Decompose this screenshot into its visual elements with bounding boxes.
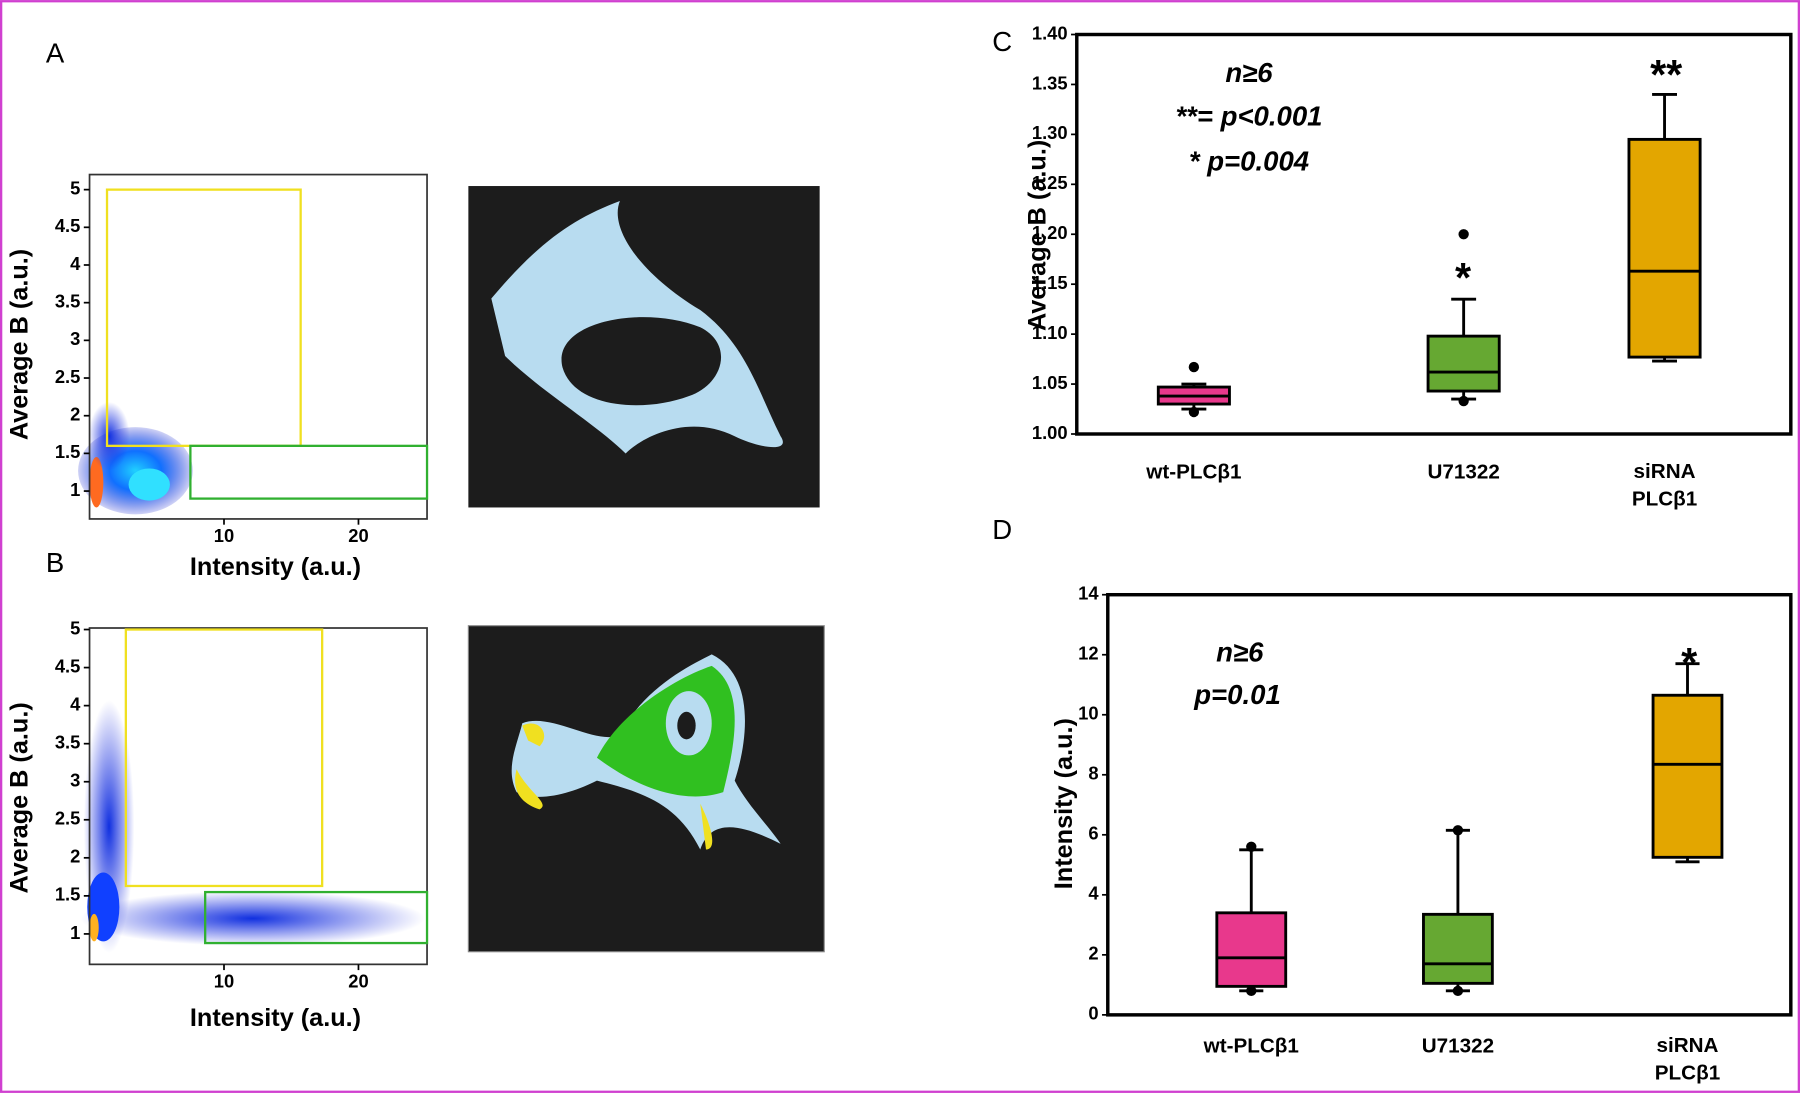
y-tick-label: 1.30 (1032, 122, 1068, 143)
x-tick-label: siRNA PLCβ1 (1655, 1034, 1720, 1085)
y-tick-label: 3 (70, 328, 80, 349)
panel-label: B (46, 547, 64, 578)
y-tick-label: 2 (70, 404, 80, 425)
outlier (1188, 406, 1200, 418)
y-tick-label: 10 (1078, 703, 1098, 724)
box (1426, 334, 1501, 393)
panel-label: D (992, 514, 1012, 545)
outlier (1246, 841, 1257, 852)
y-tick-label: 1.5 (55, 884, 81, 905)
y-tick-label: 12 (1078, 643, 1098, 664)
x-tick-label: siRNA PLCβ1 (1632, 460, 1697, 511)
plot-frame (88, 627, 428, 966)
x-tick-label: wt-PLCβ1 (1203, 1034, 1299, 1057)
annotation: n≥6 (1216, 637, 1264, 668)
annotation: * (1679, 640, 1697, 686)
box (1215, 911, 1288, 988)
y-tick-label: 1 (70, 479, 80, 500)
density-cloud (80, 700, 425, 953)
y-tick-label: 1.40 (1032, 22, 1068, 43)
x-tick-label: 10 (214, 971, 234, 992)
y-tick-label: 2.5 (55, 366, 81, 387)
outlier (1246, 985, 1257, 997)
x-tick-label: wt-PLCβ1 (1145, 460, 1241, 483)
cell-image (467, 625, 825, 953)
y-tick-label: 14 (1078, 583, 1099, 604)
annotation: **= p<0.001 (1175, 101, 1322, 132)
panel-label: C (992, 26, 1012, 57)
y-tick-label: 1.15 (1032, 272, 1068, 293)
outlier (1458, 395, 1469, 407)
outlier (1452, 985, 1464, 997)
y-tick-label: 3.5 (55, 291, 81, 312)
y-tick-label: 1.20 (1032, 222, 1068, 243)
y-axis-label: Average B (a.u.) (5, 249, 33, 440)
y-tick-label: 1 (70, 922, 80, 943)
box (1422, 912, 1494, 985)
box (1627, 137, 1702, 359)
gate (124, 628, 324, 888)
x-tick-label: U71322 (1422, 1034, 1494, 1057)
y-tick-label: 2 (70, 846, 80, 867)
box (1651, 693, 1724, 859)
plot-frame (1075, 32, 1793, 436)
y-tick-label: 4 (1088, 883, 1099, 904)
y-axis-label: Intensity (a.u.) (1050, 718, 1078, 889)
y-tick-label: 0 (1088, 1003, 1098, 1024)
y-tick-label: 1.05 (1032, 372, 1068, 393)
y-tick-label: 4 (70, 693, 81, 714)
x-axis-label: Intensity (a.u.) (190, 553, 361, 581)
y-tick-label: 1.00 (1032, 422, 1068, 443)
cell-image (468, 186, 820, 508)
x-tick-label: U71322 (1427, 460, 1499, 483)
y-tick-label: 3.5 (55, 732, 81, 753)
annotation: p=0.01 (1193, 679, 1281, 710)
gate (204, 890, 429, 945)
plot-frame (88, 173, 428, 520)
y-tick-label: 2 (1088, 943, 1098, 964)
y-tick-label: 4.5 (55, 215, 81, 236)
annotation: ** (1648, 52, 1682, 98)
y-tick-label: 1.10 (1032, 322, 1068, 343)
x-tick-label: 10 (214, 525, 234, 546)
outlier (1188, 361, 1200, 373)
outlier (1458, 229, 1469, 240)
y-axis-label: Average B (a.u.) (5, 702, 33, 893)
y-tick-label: 5 (70, 617, 80, 638)
x-axis-label: Intensity (a.u.) (190, 1004, 361, 1032)
outlier (1452, 825, 1464, 836)
y-tick-label: 1.25 (1032, 172, 1068, 193)
annotation: n≥6 (1225, 57, 1273, 88)
density-cloud (78, 401, 193, 515)
y-tick-label: 4.5 (55, 655, 81, 676)
y-tick-label: 1.35 (1032, 72, 1068, 93)
y-tick-label: 3 (70, 770, 80, 791)
gate (105, 188, 302, 447)
y-axis-label: Average B (a.u.) (1024, 140, 1052, 331)
annotation: * (1453, 255, 1471, 301)
y-tick-label: 8 (1088, 763, 1098, 784)
gate (189, 444, 429, 500)
y-tick-label: 5 (70, 177, 80, 198)
x-tick-label: 20 (348, 525, 368, 546)
y-tick-label: 2.5 (55, 808, 81, 829)
y-tick-label: 6 (1088, 823, 1098, 844)
y-tick-label: 1.5 (55, 441, 81, 462)
x-tick-label: 20 (348, 971, 368, 992)
panel-label: A (46, 37, 65, 68)
plot-frame (1106, 592, 1793, 1017)
annotation: * p=0.004 (1189, 145, 1309, 176)
y-tick-label: 4 (70, 253, 81, 274)
